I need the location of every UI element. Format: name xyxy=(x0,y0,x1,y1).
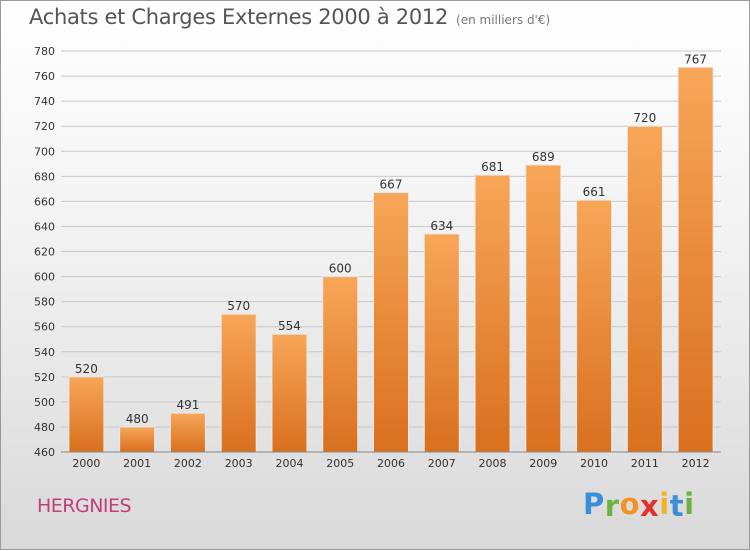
x-tick-label: 2010 xyxy=(580,457,608,470)
x-tick-label: 2003 xyxy=(225,457,253,470)
bars xyxy=(68,66,714,453)
bar-2005 xyxy=(322,276,359,453)
bar-2008 xyxy=(474,174,511,453)
x-tick-label: 2001 xyxy=(123,457,151,470)
y-tick-label: 640 xyxy=(34,220,55,233)
x-axis-tick-labels: 2000 2001 2002 2003 2004 2005 2006 2007 2008 2009… xyxy=(72,457,709,470)
data-label: 634 xyxy=(430,219,453,233)
data-label: 661 xyxy=(583,185,606,199)
bar-2003 xyxy=(220,313,257,453)
bar-2012 xyxy=(677,66,714,453)
y-tick-label: 520 xyxy=(34,371,55,384)
bar-2011 xyxy=(626,125,663,453)
logo-letter: i xyxy=(684,487,695,521)
data-label: 767 xyxy=(684,52,707,66)
x-tick-label: 2008 xyxy=(479,457,507,470)
data-label: 520 xyxy=(75,362,98,376)
x-tick-label: 2006 xyxy=(377,457,405,470)
y-tick-label: 480 xyxy=(34,421,55,434)
bar-2007 xyxy=(423,233,460,453)
x-tick-label: 2009 xyxy=(529,457,557,470)
bar-2001 xyxy=(119,426,156,453)
y-tick-label: 600 xyxy=(34,271,55,284)
logo-letter: t xyxy=(669,489,685,523)
bar-2010 xyxy=(576,199,613,453)
data-label: 570 xyxy=(227,299,250,313)
x-tick-label: 2007 xyxy=(428,457,456,470)
bar-2002 xyxy=(169,412,206,453)
logo-letter: r xyxy=(604,489,620,523)
data-label: 554 xyxy=(278,319,301,333)
y-tick-label: 780 xyxy=(34,45,55,58)
y-axis-tick-labels: 460 480 500 520 540 560 580 600 620 640 660 680 700 7… xyxy=(34,45,55,459)
y-tick-label: 580 xyxy=(34,296,55,309)
data-label: 600 xyxy=(329,262,352,276)
x-tick-label: 2000 xyxy=(72,457,100,470)
data-label: 667 xyxy=(380,178,403,192)
place-name: HERGNIES xyxy=(37,495,132,517)
y-tick-label: 560 xyxy=(34,321,55,334)
y-tick-label: 740 xyxy=(34,95,55,108)
y-tick-label: 680 xyxy=(34,170,55,183)
bar-2009 xyxy=(525,164,562,453)
logo-letter: P xyxy=(583,487,605,521)
x-tick-label: 2002 xyxy=(174,457,202,470)
proxiti-logo: Proxiti xyxy=(583,487,695,523)
chart-subtitle: (en milliers d'€) xyxy=(456,13,551,27)
bar-2006 xyxy=(373,192,409,453)
y-tick-label: 460 xyxy=(34,446,55,459)
chart-title: Achats et Charges Externes 2000 à 2012 (e… xyxy=(29,5,550,29)
logo-letter: o xyxy=(619,487,641,521)
y-tick-label: 500 xyxy=(34,396,55,409)
x-tick-label: 2012 xyxy=(682,457,710,470)
logo-letter: x xyxy=(640,489,660,523)
y-tick-label: 540 xyxy=(34,346,55,359)
data-label: 491 xyxy=(176,398,199,412)
data-label: 689 xyxy=(532,150,555,164)
y-tick-label: 720 xyxy=(34,120,55,133)
data-label: 480 xyxy=(126,412,149,426)
y-tick-label: 760 xyxy=(34,70,55,83)
data-label: 720 xyxy=(633,111,656,125)
x-tick-label: 2004 xyxy=(275,457,303,470)
x-tick-label: 2011 xyxy=(631,457,659,470)
data-labels: 520 480 491 570 554 600 667 634 681 689 661 720 767 xyxy=(75,52,707,426)
y-tick-label: 660 xyxy=(34,195,55,208)
logo-letter: i xyxy=(659,487,670,521)
bar-2000 xyxy=(68,376,105,453)
y-tick-label: 700 xyxy=(34,145,55,158)
y-tick-label: 620 xyxy=(34,246,55,259)
data-label: 681 xyxy=(481,160,504,174)
title-text: Achats et Charges Externes 2000 à 2012 xyxy=(29,5,449,29)
bar-2004 xyxy=(271,333,308,453)
x-tick-label: 2005 xyxy=(326,457,354,470)
